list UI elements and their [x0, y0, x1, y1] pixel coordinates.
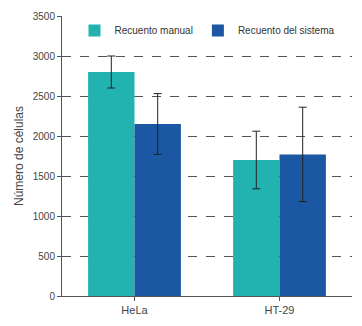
svg-text:2500: 2500 [33, 91, 56, 102]
svg-text:0: 0 [49, 291, 55, 302]
svg-text:1500: 1500 [33, 171, 56, 182]
svg-text:Recuento del sistema: Recuento del sistema [238, 25, 335, 36]
svg-text:Número de células: Número de células [12, 106, 26, 206]
svg-text:500: 500 [38, 251, 55, 262]
svg-text:HeLa: HeLa [121, 304, 148, 316]
svg-text:2000: 2000 [33, 131, 56, 142]
svg-text:3000: 3000 [33, 51, 56, 62]
svg-text:Recuento manual: Recuento manual [115, 25, 193, 36]
svg-text:HT-29: HT-29 [265, 304, 295, 316]
svg-text:1000: 1000 [33, 211, 56, 222]
svg-text:3500: 3500 [33, 11, 56, 22]
